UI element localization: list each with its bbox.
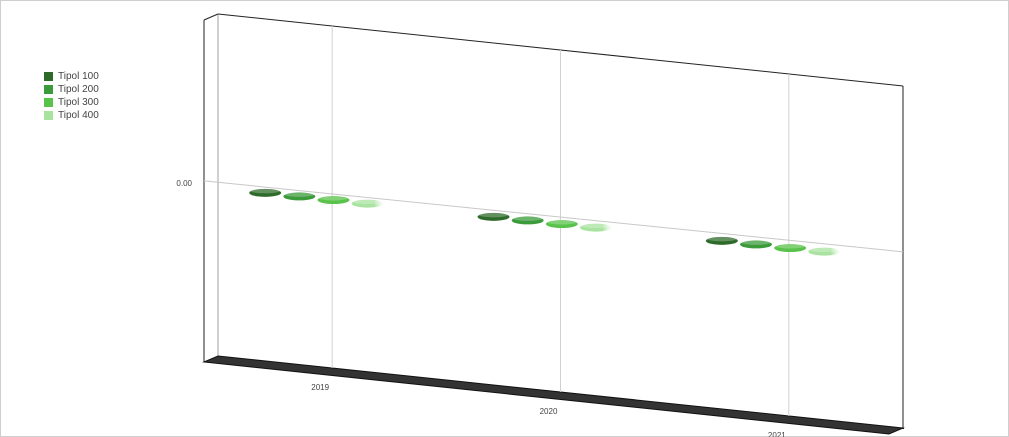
axis-labels: 0.00 2019 2020 2021 xyxy=(176,179,786,437)
x-tick-label: 2019 xyxy=(311,383,329,392)
bar-highlight xyxy=(512,215,543,221)
zero-line xyxy=(203,180,904,253)
plot-box xyxy=(202,13,905,435)
bar xyxy=(477,212,510,221)
bar-highlight xyxy=(318,195,349,201)
legend-item: Tipol 100 xyxy=(44,70,99,83)
legend-item: Tipol 400 xyxy=(44,109,99,122)
bar xyxy=(351,199,384,208)
legend-item: Tipol 300 xyxy=(44,96,99,109)
bar-highlight xyxy=(250,188,281,194)
bar-highlight xyxy=(706,236,737,242)
bar-highlight xyxy=(741,239,772,245)
floor-plane xyxy=(202,355,905,435)
bar xyxy=(740,240,773,249)
depth-edge xyxy=(203,13,219,21)
bar-highlight xyxy=(352,199,383,205)
legend-item: Tipol 200 xyxy=(44,83,99,96)
bar-highlight xyxy=(809,247,840,253)
bar xyxy=(545,220,578,229)
legend-swatch xyxy=(44,85,53,94)
bar xyxy=(808,247,841,256)
gridline-zero xyxy=(203,180,904,253)
legend-swatch xyxy=(44,98,53,107)
bar-highlight xyxy=(546,219,577,225)
legend-label: Tipol 200 xyxy=(58,84,99,95)
bar-highlight xyxy=(775,243,806,249)
bar xyxy=(774,244,807,253)
bar-highlight xyxy=(284,191,315,197)
bar-marks xyxy=(249,188,841,256)
bar xyxy=(511,216,544,225)
bar xyxy=(317,196,350,205)
legend-label: Tipol 300 xyxy=(58,97,99,108)
y-tick-label: 0.00 xyxy=(176,179,192,188)
bar xyxy=(249,188,282,197)
legend-label: Tipol 400 xyxy=(58,110,99,121)
legend-swatch xyxy=(44,72,53,81)
bar-highlight xyxy=(581,223,612,229)
bar-highlight xyxy=(478,212,509,218)
chart-legend: Tipol 100 Tipol 200 Tipol 300 Tipol 400 xyxy=(44,70,99,122)
legend-swatch xyxy=(44,111,53,120)
bar xyxy=(283,192,316,201)
legend-label: Tipol 100 xyxy=(58,71,99,82)
bar xyxy=(705,236,738,245)
x-tick-label: 2020 xyxy=(540,407,558,416)
bar xyxy=(580,223,613,232)
x-tick-label: 2021 xyxy=(768,431,786,437)
